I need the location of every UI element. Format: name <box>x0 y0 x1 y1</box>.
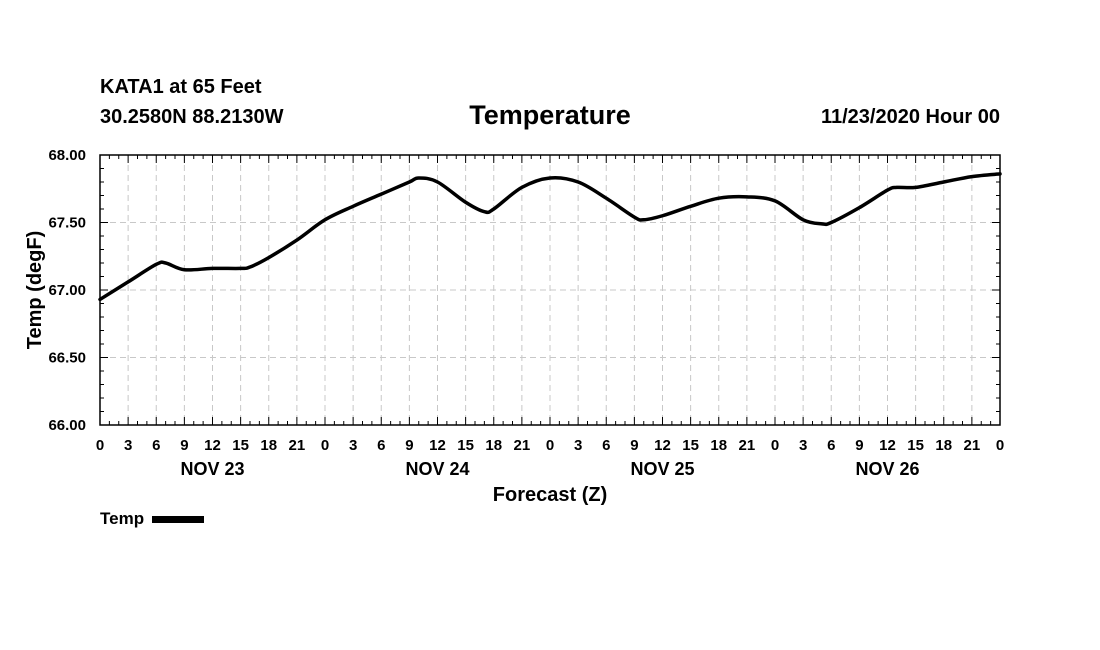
x-tick-label: 3 <box>799 437 807 454</box>
legend-entry-temp: Temp <box>100 509 145 528</box>
station-coordinates: 30.2580N 88.2130W <box>100 106 284 128</box>
x-tick-label: 9 <box>405 437 413 454</box>
x-tick-label: 0 <box>96 437 104 454</box>
day-label: NOV 23 <box>180 459 244 479</box>
day-labels: NOV 23 NOV 24 NOV 25 NOV 26 <box>180 459 919 479</box>
x-axis-label: Forecast (Z) <box>493 484 607 506</box>
x-tick-label: 6 <box>152 437 160 454</box>
x-tick-label: 21 <box>289 437 306 454</box>
legend-swatch-temp <box>152 516 205 524</box>
x-tick-label: 3 <box>124 437 132 454</box>
x-tick-label: 12 <box>204 437 221 454</box>
x-tick-label: 6 <box>602 437 610 454</box>
y-tick-label: 67.00 <box>48 282 86 299</box>
x-tick-label: 12 <box>879 437 896 454</box>
legend: Temp <box>100 509 205 529</box>
x-tick-label: 18 <box>260 437 277 454</box>
y-tick-labels: 66.00 66.50 67.00 67.50 68.00 <box>48 147 86 434</box>
y-tick-label: 66.00 <box>48 417 86 434</box>
x-tick-label: 15 <box>907 437 924 454</box>
x-tick-label: 0 <box>996 437 1004 454</box>
temp-series-line <box>98 172 1002 302</box>
y-tick-label: 66.50 <box>48 350 86 367</box>
y-tick-label: 67.50 <box>48 215 86 232</box>
x-tick-label: 18 <box>485 437 502 454</box>
x-tick-label: 9 <box>180 437 188 454</box>
x-tick-label: 18 <box>935 437 952 454</box>
chart-title: Temperature <box>469 100 631 130</box>
y-axis-label: Temp (degF) <box>24 231 46 350</box>
x-tick-label: 9 <box>855 437 863 454</box>
x-tick-label: 21 <box>964 437 981 454</box>
x-tick-label: 15 <box>457 437 474 454</box>
x-tick-label: 21 <box>514 437 531 454</box>
x-tick-label: 6 <box>827 437 835 454</box>
x-tick-label: 21 <box>739 437 756 454</box>
x-tick-label: 6 <box>377 437 385 454</box>
x-tick-labels: 0 3 6 9 12 15 18 21 0 3 6 9 12 15 18 21 0 3 6 9 12 15 18 21 0 3 6 9… <box>96 437 1004 454</box>
x-tick-label: 18 <box>710 437 727 454</box>
x-tick-label: 3 <box>574 437 582 454</box>
station-name: KATA1 at 65 Feet <box>100 76 262 98</box>
x-tick-label: 0 <box>771 437 779 454</box>
x-tick-label: 12 <box>654 437 671 454</box>
plot-frame <box>99 154 1001 426</box>
x-tick-label: 15 <box>682 437 699 454</box>
x-tick-label: 9 <box>630 437 638 454</box>
x-tick-label: 15 <box>232 437 249 454</box>
day-label: NOV 26 <box>855 459 919 479</box>
x-tick-label: 12 <box>429 437 446 454</box>
grid-lines <box>100 155 1000 425</box>
x-tick-label: 0 <box>321 437 329 454</box>
day-label: NOV 25 <box>630 459 694 479</box>
y-tick-label: 68.00 <box>48 147 86 164</box>
x-tick-label: 0 <box>546 437 554 454</box>
day-label: NOV 24 <box>405 459 469 479</box>
forecast-datetime: 11/23/2020 Hour 00 <box>820 106 1000 128</box>
x-tick-label: 3 <box>349 437 357 454</box>
